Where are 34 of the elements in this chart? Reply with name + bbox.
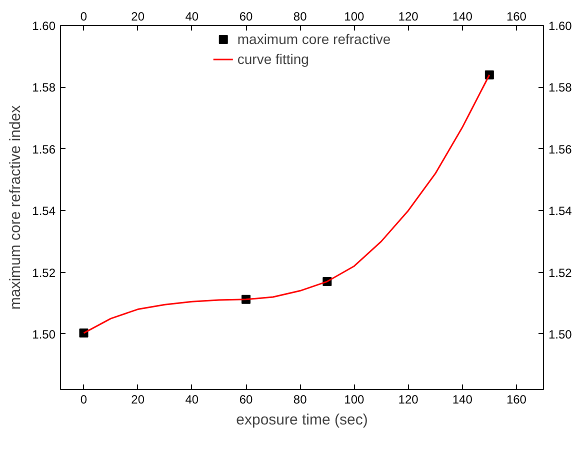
x2-tick-label: 120: [398, 392, 419, 406]
x2-tick-label: 40: [185, 392, 199, 406]
x2-tick-label: 100: [344, 392, 365, 406]
y-tick-label: 1.50: [32, 327, 56, 342]
y2-tick-label: 1.50: [548, 327, 572, 342]
legend-label: curve fitting: [237, 51, 309, 67]
y-tick-label: 1.54: [32, 204, 56, 218]
x-tick-label: 0: [80, 10, 88, 24]
y-tick-label: 1.56: [32, 142, 56, 156]
x-tick-label: 40: [185, 10, 199, 24]
x2-tick-label: 140: [452, 392, 473, 406]
y2-tick-label: 1.60: [548, 19, 572, 33]
x-tick-label: 20: [131, 10, 145, 24]
x-tick-label: 160: [506, 10, 527, 24]
legend-label: maximum core refractive: [237, 31, 391, 47]
y-tick-label: 1.60: [32, 19, 56, 33]
x2-tick-label: 160: [506, 392, 527, 406]
x-axis-title: exposure time (sec): [236, 412, 368, 428]
x2-tick-label: 80: [293, 392, 308, 406]
x2-tick-label: 0: [80, 392, 88, 406]
x-tick-label: 60: [239, 10, 254, 24]
x-tick-label: 80: [293, 10, 308, 24]
y2-tick-label: 1.54: [548, 204, 572, 218]
y-tick-label: 1.58: [32, 80, 56, 95]
y-tick-label: 1.52: [32, 266, 56, 280]
x2-tick-label: 60: [239, 392, 254, 406]
x-tick-label: 120: [398, 10, 419, 24]
y2-tick-label: 1.52: [548, 266, 572, 280]
y2-tick-label: 1.56: [548, 142, 572, 156]
x-tick-label: 100: [344, 10, 365, 24]
y2-tick-label: 1.58: [548, 80, 572, 95]
x-tick-label: 140: [452, 10, 473, 24]
x2-tick-label: 20: [131, 392, 145, 406]
y-axis-title: maximum core refractive index: [7, 104, 24, 310]
